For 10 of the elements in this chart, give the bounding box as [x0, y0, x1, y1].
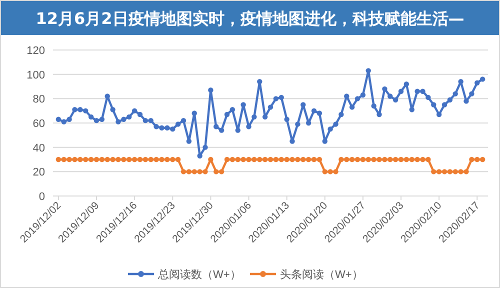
- y-tick-label: 120: [26, 45, 45, 57]
- y-tick-label: 100: [26, 69, 45, 82]
- legend-label: 头条阅读（W+）: [280, 268, 363, 281]
- y-tick-label: 0: [38, 191, 45, 203]
- y-tick-label: 20: [32, 166, 45, 179]
- y-tick-label: 80: [32, 94, 45, 106]
- chart-title: 12月6月2日疫情地图实时，疫情地图进化，科技赋能生活—: [36, 9, 464, 28]
- y-tick-label: 40: [32, 142, 45, 154]
- legend-label: 总阅读数（W+）: [157, 268, 241, 281]
- y-tick-label: 60: [32, 118, 45, 130]
